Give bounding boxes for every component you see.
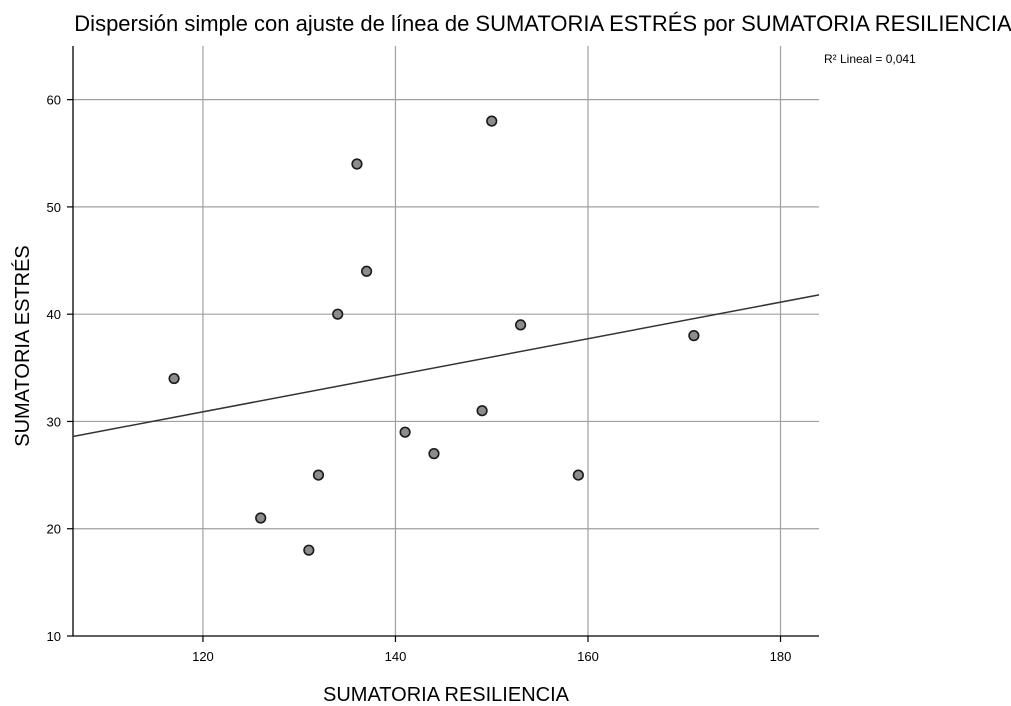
data-point — [688, 330, 700, 342]
x-tick-label: 160 — [577, 649, 599, 664]
data-point — [168, 372, 180, 385]
data-point — [428, 448, 440, 460]
fit-line-group — [72, 294, 820, 438]
data-point — [476, 405, 488, 417]
data-point — [312, 469, 325, 481]
x-tick-label: 180 — [770, 649, 792, 664]
chart-title: Dispersión simple con ajuste de línea de… — [74, 11, 1011, 36]
data-point — [360, 265, 373, 277]
gridlines — [73, 46, 819, 636]
data-point — [332, 308, 344, 320]
fit-line — [72, 294, 820, 438]
axes — [72, 46, 819, 637]
data-point — [303, 544, 315, 556]
y-tick-label: 60 — [47, 93, 61, 108]
x-axis-title: SUMATORIA RESILIENCIA — [323, 684, 570, 706]
y-tick-label: 20 — [47, 522, 61, 537]
data-points — [168, 115, 700, 556]
x-tick-label: 140 — [385, 649, 407, 664]
y-tick-label: 10 — [47, 629, 61, 644]
tick-labels: 10 20 30 40 50 60 120 140 160 180 — [47, 93, 792, 664]
data-point — [351, 158, 363, 170]
data-point — [572, 469, 584, 481]
data-point — [255, 512, 267, 524]
y-tick-label: 50 — [47, 200, 61, 215]
data-point — [399, 426, 411, 438]
y-axis-title: SUMATORIA ESTRÉS — [11, 245, 34, 447]
y-tick-label: 30 — [47, 414, 61, 429]
data-point — [514, 319, 527, 331]
data-point — [486, 115, 498, 127]
x-tick-label: 120 — [192, 649, 214, 664]
r2-annotation: R² Lineal = 0,041 — [824, 52, 916, 66]
y-tick-label: 40 — [47, 307, 61, 322]
